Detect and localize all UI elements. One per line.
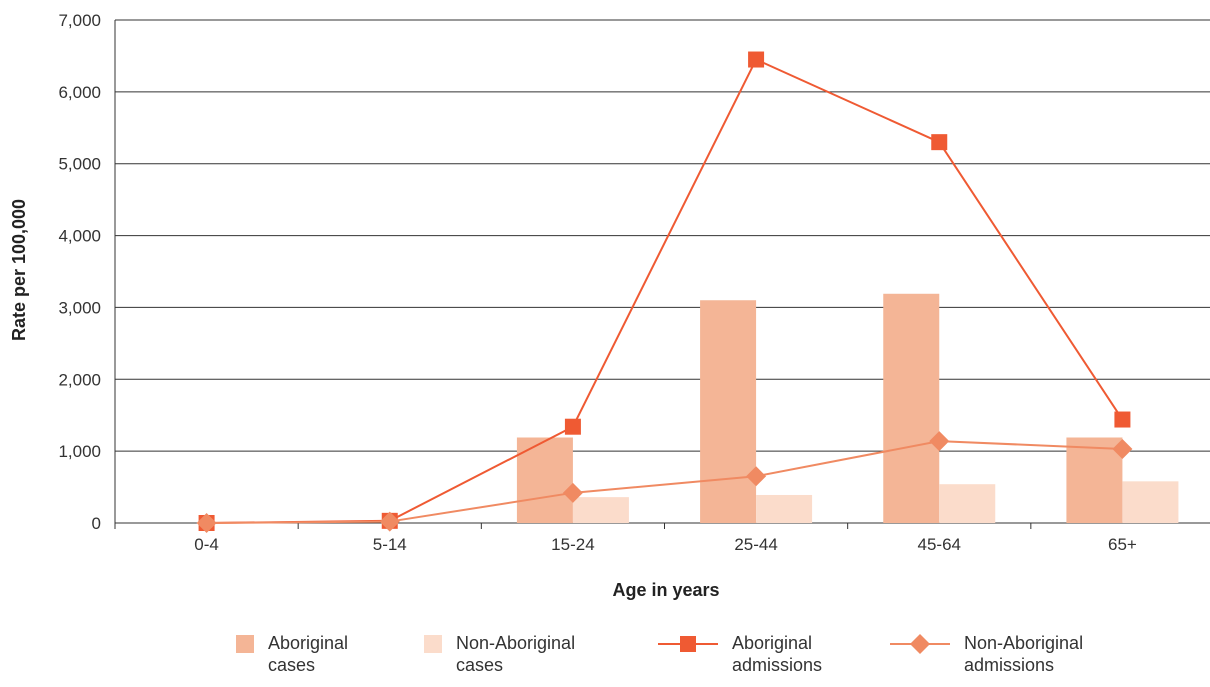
x-tick-label: 65+ <box>1108 535 1137 554</box>
legend-label-line: Aboriginal <box>268 633 349 653</box>
legend-item-non-aboriginal-cases: Non-Aboriginal cases <box>424 632 575 676</box>
series-lines <box>206 58 1124 524</box>
grid-lines <box>114 19 1210 529</box>
point-aboriginal-admissions <box>931 134 948 151</box>
x-tick-label: 15-24 <box>551 535 594 554</box>
legend-label: Non-Aboriginal cases <box>456 632 575 676</box>
bar-aboriginal-cases <box>700 300 757 523</box>
legend-label: Non-Aboriginal admissions <box>964 632 1083 676</box>
legend-swatch-non-aboriginal-cases <box>424 635 442 653</box>
legend-label-line: admissions <box>732 655 823 675</box>
y-tick-label: 1,000 <box>58 442 101 461</box>
y-tick-label: 2,000 <box>58 370 101 389</box>
point-non-aboriginal-admissions <box>1112 438 1133 459</box>
y-tick-label: 6,000 <box>58 83 101 102</box>
point-non-aboriginal-admissions <box>196 513 217 533</box>
point-aboriginal-admissions <box>564 418 581 435</box>
chart: 0 1,000 2,000 3,000 4,000 5,000 6,000 7,000 0-4… <box>9 11 1210 600</box>
legend-label-line: admissions <box>964 655 1055 675</box>
point-aboriginal-admissions <box>748 51 765 68</box>
point-non-aboriginal-admissions <box>746 466 767 487</box>
x-tick-label: 0-4 <box>194 535 219 554</box>
legend-swatch-aboriginal-admissions <box>658 636 718 652</box>
legend-item-non-aboriginal-admissions: Non-Aboriginal admissions <box>890 632 1083 676</box>
point-aboriginal-admissions <box>1114 411 1131 428</box>
y-tick-label: 5,000 <box>58 155 101 174</box>
legend-swatch-non-aboriginal-admissions <box>890 634 950 654</box>
legend-label-line: Non-Aboriginal <box>456 633 576 653</box>
legend-label: Aboriginal cases <box>268 632 348 676</box>
y-tick-labels: 0 1,000 2,000 3,000 4,000 5,000 6,000 7,000 <box>58 11 101 533</box>
bar-non-aboriginal-cases <box>1122 481 1179 523</box>
legend-item-aboriginal-admissions: Aboriginal admissions <box>658 632 822 676</box>
x-tick-labels: 0-4 5-14 15-24 25-44 45-64 65+ <box>194 535 1137 554</box>
bar-aboriginal-cases <box>883 293 940 523</box>
legend-label: Aboriginal admissions <box>732 632 822 676</box>
bars <box>516 293 1179 523</box>
line-aboriginal-admissions <box>206 58 1124 524</box>
bar-non-aboriginal-cases <box>572 497 629 523</box>
point-non-aboriginal-admissions <box>379 511 400 532</box>
bar-non-aboriginal-cases <box>756 494 813 523</box>
legend-label-line: Non-Aboriginal <box>964 633 1084 653</box>
x-tick-label: 5-14 <box>373 535 407 554</box>
x-axis-label: Age in years <box>612 580 719 600</box>
legend-label-line: cases <box>268 655 316 675</box>
bar-aboriginal-cases <box>1066 437 1123 523</box>
legend-label-line: Aboriginal <box>732 633 813 653</box>
y-tick-label: 4,000 <box>58 227 101 246</box>
x-tick-label: 45-64 <box>918 535 961 554</box>
point-non-aboriginal-admissions <box>562 482 583 503</box>
y-tick-label: 0 <box>92 514 101 533</box>
legend-label-line: cases <box>456 655 504 675</box>
y-axis-label: Rate per 100,000 <box>9 199 29 341</box>
legend-swatch-aboriginal-cases <box>236 635 254 653</box>
bar-non-aboriginal-cases <box>939 484 996 523</box>
point-non-aboriginal-admissions <box>929 431 950 452</box>
legend-item-aboriginal-cases: Aboriginal cases <box>236 632 348 676</box>
y-tick-label: 3,000 <box>58 298 101 317</box>
line-non-aboriginal-admissions <box>206 440 1123 524</box>
series-markers <box>196 51 1133 533</box>
x-tick-label: 25-44 <box>734 535 777 554</box>
legend: Aboriginal cases Non-Aboriginal cases Ab… <box>0 632 1210 687</box>
y-tick-label: 7,000 <box>58 11 101 30</box>
